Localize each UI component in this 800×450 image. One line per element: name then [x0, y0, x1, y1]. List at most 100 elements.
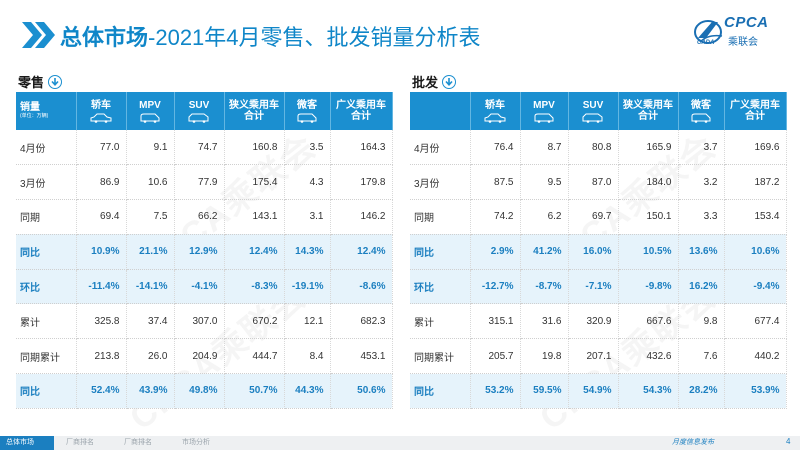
table-header-row: 销量 (单位：万辆) 轿车 MPV SUV 狭义乘用车合计 微客 广义乘用车合计	[16, 92, 393, 130]
footer-bar: 总体市场 厂商排名 厂商排名 市场分析 月度信息发布 4	[0, 436, 800, 450]
column-header-label: MPV	[139, 99, 161, 111]
table-cell: 69.7	[568, 199, 619, 235]
car-icon	[188, 113, 209, 123]
column-header: 微客	[678, 92, 725, 130]
table-cell: 9.5	[520, 164, 569, 201]
table-row: 同比 52.4% 43.9% 49.8% 50.7% 44.3% 50.6%	[16, 373, 393, 409]
table-cell: 12.4%	[224, 234, 285, 270]
title-prefix: 总体市场	[60, 25, 149, 50]
table-cell: -9.4%	[724, 269, 787, 305]
table-cell: 16.2%	[678, 269, 725, 305]
table-cell: 41.2%	[520, 234, 569, 270]
page-number: 4	[786, 437, 791, 446]
table-row: 同比 53.2% 59.5% 54.9% 54.3% 28.2% 53.9%	[410, 373, 787, 409]
column-header: MPV	[126, 92, 175, 130]
table-cell: -11.4%	[76, 269, 127, 305]
table-cell: -8.3%	[224, 269, 285, 305]
table-cell: 184.0	[618, 164, 679, 201]
table-cell: 682.3	[330, 303, 393, 340]
table-cell: 432.6	[618, 338, 679, 375]
table-cell: 9.8	[678, 303, 725, 340]
row-label: 同比	[410, 234, 471, 270]
table-cell: 53.2%	[470, 373, 521, 409]
table-cell: 76.4	[470, 130, 521, 166]
car-icon	[484, 113, 506, 123]
row-label: 同期	[410, 199, 471, 235]
column-header: SUV	[568, 92, 619, 130]
table-cell: 165.9	[618, 130, 679, 166]
row-label: 3月份	[16, 164, 77, 201]
table-cell: 3.2	[678, 164, 725, 201]
footer-tab[interactable]: 总体市场	[0, 436, 54, 450]
double-chevron-icon	[22, 22, 55, 48]
car-icon	[582, 113, 603, 123]
table-cell: 146.2	[330, 199, 393, 235]
column-header-label: MPV	[533, 99, 555, 111]
table-cell: 54.3%	[618, 373, 679, 409]
table-cell: 4.3	[284, 164, 331, 201]
table-cell: 87.0	[568, 164, 619, 201]
table-cell: 7.5	[126, 199, 175, 235]
page-title: 总体市场-2021年4月零售、批发销量分析表	[60, 20, 481, 52]
table-cell: 16.0%	[568, 234, 619, 270]
table-cell: 74.7	[174, 130, 225, 166]
table-cell: -9.8%	[618, 269, 679, 305]
row-label: 同期累计	[16, 338, 77, 375]
table-cell: 10.6	[126, 164, 175, 201]
table-row: 环比 -11.4% -14.1% -4.1% -8.3% -19.1% -8.6%	[16, 269, 393, 305]
table-cell: 13.6%	[678, 234, 725, 270]
table-cell: 315.1	[470, 303, 521, 340]
table-row: 累计 325.8 37.4 307.0 670.2 12.1 682.3	[16, 303, 393, 340]
row-label: 环比	[410, 269, 471, 305]
row-label: 同比	[410, 373, 471, 409]
table-row: 同比 10.9% 21.1% 12.9% 12.4% 14.3% 12.4%	[16, 234, 393, 270]
row-label: 同期	[16, 199, 77, 235]
table-row: 4月份 76.4 8.7 80.8 165.9 3.7 169.6	[410, 130, 787, 166]
table-row: 同期 74.2 6.2 69.7 150.1 3.3 153.4	[410, 199, 787, 235]
column-header-label: 狭义乘用车合计	[623, 100, 673, 122]
column-header-label: 轿车	[485, 99, 505, 111]
table-cell: 77.9	[174, 164, 225, 201]
footer-tab[interactable]: 厂商排名	[124, 439, 152, 446]
column-header: 广义乘用车合计	[724, 92, 787, 130]
retail-section-label: 零售	[18, 72, 63, 91]
table-cell: 3.5	[284, 130, 331, 166]
column-header: 狭义乘用车合计	[618, 92, 679, 130]
retail-label: 零售	[18, 75, 45, 90]
table-row: 累计 315.1 31.6 320.9 667.6 9.8 677.4	[410, 303, 787, 340]
table-row: 4月份 77.0 9.1 74.7 160.8 3.5 164.3	[16, 130, 393, 166]
table-cell: 307.0	[174, 303, 225, 340]
column-header: MPV	[520, 92, 569, 130]
table-row: 3月份 86.9 10.6 77.9 175.4 4.3 179.8	[16, 164, 393, 201]
table-cell: 164.3	[330, 130, 393, 166]
footer-caption: 月度信息发布	[672, 439, 714, 446]
table-cell: 10.9%	[76, 234, 127, 270]
column-header: 广义乘用车合计	[330, 92, 393, 130]
table-row: 同期 69.4 7.5 66.2 143.1 3.1 146.2	[16, 199, 393, 235]
table-cell: -8.6%	[330, 269, 393, 305]
table-cell: 169.6	[724, 130, 787, 166]
table-cell: 77.0	[76, 130, 127, 166]
column-header-label: 广义乘用车合计	[730, 100, 780, 122]
table-cell: -8.7%	[520, 269, 569, 305]
table-cell: 207.1	[568, 338, 619, 375]
slide-header: 总体市场-2021年4月零售、批发销量分析表 CPCA 乘联会 CADA	[0, 0, 800, 62]
table-cell: 52.4%	[76, 373, 127, 409]
footer-tab[interactable]: 厂商排名	[66, 439, 94, 446]
table-cell: 69.4	[76, 199, 127, 235]
table-cell: 8.4	[284, 338, 331, 375]
footer-tab[interactable]: 市场分析	[182, 439, 210, 446]
table-cell: 37.4	[126, 303, 175, 340]
table-cell: -7.1%	[568, 269, 619, 305]
row-label: 累计	[410, 303, 471, 340]
table-cell: 205.7	[470, 338, 521, 375]
table-cell: 43.9%	[126, 373, 175, 409]
car-icon	[90, 113, 112, 123]
table-cell: 153.4	[724, 199, 787, 235]
column-header-label: 微客	[691, 99, 711, 111]
table-cell: 12.9%	[174, 234, 225, 270]
down-arrow-circle-icon	[442, 74, 457, 89]
table-row: 同比 2.9% 41.2% 16.0% 10.5% 13.6% 10.6%	[410, 234, 787, 270]
table-cell: 49.8%	[174, 373, 225, 409]
retail-table: 销量 (单位：万辆) 轿车 MPV SUV 狭义乘用车合计 微客 广义乘用车合计 4月份 77.…	[16, 92, 393, 409]
